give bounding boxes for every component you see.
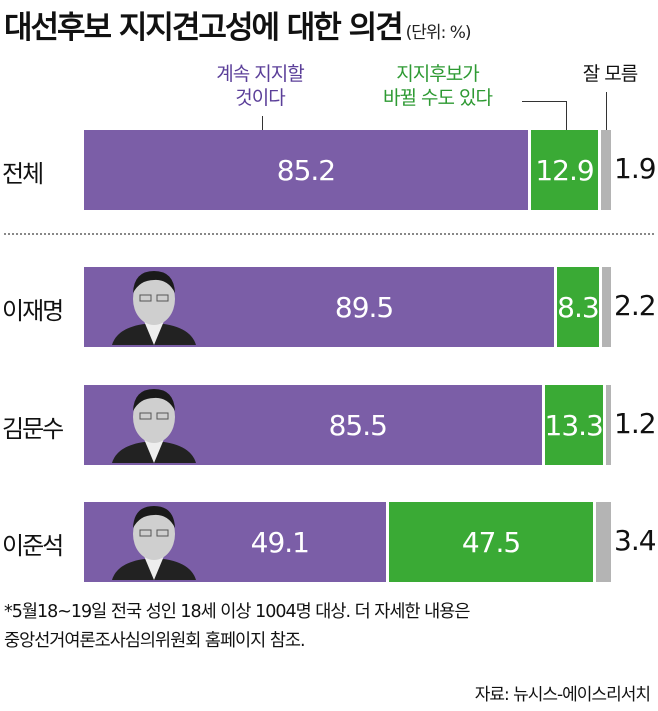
category-label: 김문수: [2, 415, 64, 443]
value-label: 3.4: [614, 524, 657, 557]
chart-title: 대선후보 지지견고성에 대한 의견 (단위: %): [4, 10, 472, 46]
bar-segment: [596, 502, 611, 582]
value-label: 49.1: [250, 525, 310, 559]
value-label: 12.9: [535, 153, 594, 187]
stacked-bar: 49.1 47.5: [84, 502, 611, 582]
value-label: 1.9: [614, 152, 657, 185]
bar-segment: 8.3: [557, 267, 600, 347]
candidate-photo: [108, 263, 200, 345]
bar-segment: [601, 267, 611, 347]
bar-segment: 85.2: [84, 130, 528, 210]
value-label: 13.3: [544, 408, 604, 442]
leader-line: [262, 116, 263, 130]
legend-dont-know: 잘 모름: [582, 63, 638, 85]
bar-segment: [601, 130, 611, 210]
leader-line: [566, 101, 567, 130]
bar-segment: [605, 385, 611, 465]
bar-row: 김문수 85.5 13.3 1.2: [0, 385, 658, 465]
legend-may-change: 지지후보가 바뀔 수도 있다: [383, 63, 493, 109]
candidate-photo: [108, 381, 200, 463]
leader-line: [606, 92, 607, 130]
bar-row: 전체 85.2 12.9 1.9: [0, 130, 658, 210]
divider: [4, 233, 654, 235]
footnote: *5월18~19일 전국 성인 18세 이상 1004명 대상. 더 자세한 내…: [4, 602, 470, 651]
candidate-photo: [108, 498, 200, 580]
value-label: 1.2: [614, 407, 657, 440]
source: 자료: 뉴시스-에이스리서치: [474, 685, 651, 705]
bar-row: 이재명 89.5 8.3 2.2: [0, 267, 658, 347]
unit-label: (단위: %): [405, 23, 472, 43]
category-label: 이준석: [2, 532, 64, 560]
stacked-bar: 85.2 12.9: [84, 130, 611, 210]
value-label: 8.3: [557, 290, 600, 324]
value-label: 47.5: [461, 525, 521, 559]
bar-row: 이준석 49.1 47.5 3.4: [0, 502, 658, 582]
bar-segment: 12.9: [530, 130, 599, 210]
category-label: 이재명: [2, 297, 64, 325]
legend-keep-support: 계속 지지할 것이다: [216, 63, 304, 109]
value-label: 89.5: [334, 290, 394, 324]
leader-line: [522, 101, 566, 102]
value-label: 85.5: [328, 408, 388, 442]
bar-segment: 47.5: [388, 502, 594, 582]
value-label: 2.2: [614, 289, 657, 322]
value-label: 85.2: [276, 153, 336, 187]
bar-segment: 13.3: [544, 385, 604, 465]
category-label: 전체: [2, 160, 44, 188]
